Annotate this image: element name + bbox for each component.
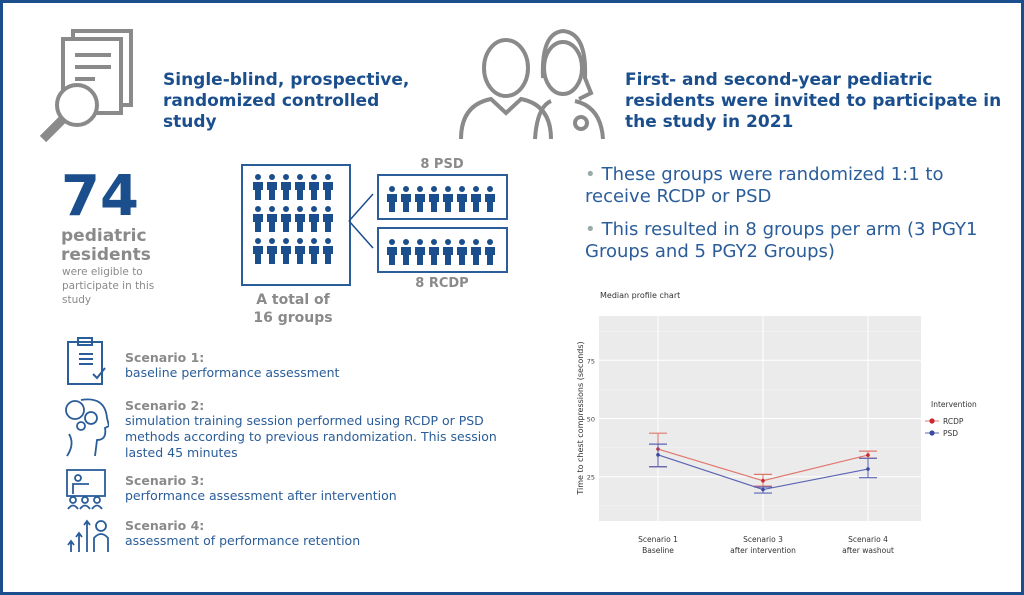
y-tick-label: 25 bbox=[587, 474, 595, 482]
person-icon bbox=[429, 239, 439, 265]
person-icon bbox=[295, 174, 305, 200]
total-groups-box bbox=[241, 164, 351, 286]
scenario-4: Scenario 4: assessment of performance ret… bbox=[125, 518, 505, 549]
person-icon bbox=[387, 239, 397, 265]
person-icon bbox=[267, 238, 277, 264]
head-gears-icon bbox=[65, 398, 109, 457]
doctors-icon bbox=[459, 28, 605, 140]
scenario-2-desc: simulation training session performed us… bbox=[125, 413, 497, 460]
bullet-2-text: This resulted in 8 groups per arm (3 PGY… bbox=[585, 219, 978, 262]
residents-sub: were eligible to participate in this stu… bbox=[62, 266, 155, 306]
legend-label-rcdp: RCDP bbox=[943, 417, 964, 426]
psd-groups-box bbox=[377, 174, 508, 220]
split-arrows bbox=[348, 193, 374, 249]
scenario-1: Scenario 1: baseline performance assessme… bbox=[125, 350, 505, 381]
person-icon bbox=[471, 186, 481, 212]
person-icon bbox=[415, 239, 425, 265]
median-profile-chart: Median profile chart 25 50 75 Scenario 1 Bas… bbox=[576, 291, 977, 555]
person-icon bbox=[457, 186, 467, 212]
x-tick-label: after intervention bbox=[730, 546, 796, 555]
person-icon bbox=[457, 239, 467, 265]
scenario-3-title: Scenario 3: bbox=[125, 473, 205, 488]
study-design-title: Single-blind, prospective, randomized co… bbox=[163, 70, 410, 132]
scenario-4-title: Scenario 4: bbox=[125, 518, 205, 533]
psd-groups-label: 8 PSD bbox=[420, 157, 464, 172]
legend-key-point bbox=[929, 430, 935, 436]
y-tick-label: 75 bbox=[587, 357, 595, 365]
x-tick-label: after washout bbox=[842, 546, 894, 555]
person-icon bbox=[323, 174, 333, 200]
scenario-1-title: Scenario 1: bbox=[125, 350, 205, 365]
person-icon bbox=[281, 238, 291, 264]
scenario-1-desc: baseline performance assessment bbox=[125, 365, 340, 380]
legend-label-psd: PSD bbox=[943, 429, 958, 438]
growth-person-icon bbox=[67, 519, 109, 552]
person-icon bbox=[401, 239, 411, 265]
bullet-2: • This resulted in 8 groups per arm (3 PG… bbox=[585, 219, 978, 262]
document-magnifier-icon bbox=[39, 29, 133, 143]
person-icon bbox=[485, 239, 495, 265]
data-point-psd bbox=[761, 487, 765, 492]
rcdp-groups-label: 8 RCDP bbox=[415, 276, 469, 291]
clipboard-check-icon bbox=[67, 337, 106, 385]
x-tick-label: Scenario 3 bbox=[743, 535, 783, 544]
scenario-2: Scenario 2: simulation training session p… bbox=[125, 398, 515, 461]
person-icon bbox=[443, 186, 453, 212]
person-icon bbox=[485, 186, 495, 212]
data-point-psd bbox=[656, 453, 660, 457]
person-icon bbox=[281, 174, 291, 200]
x-tick-label: Scenario 1 bbox=[638, 535, 678, 544]
rcdp-groups-box bbox=[377, 227, 508, 273]
data-point-rcdp bbox=[866, 453, 870, 457]
person-icon bbox=[253, 238, 263, 264]
person-icon bbox=[309, 174, 319, 200]
person-icon bbox=[281, 206, 291, 232]
y-tick-label: 50 bbox=[587, 416, 595, 424]
bullet-1: • These groups were randomized 1:1 to rec… bbox=[585, 164, 944, 207]
person-icon bbox=[253, 174, 263, 200]
participants-title: First- and second-year pediatric residen… bbox=[625, 70, 1002, 132]
person-icon bbox=[323, 206, 333, 232]
total-groups-label: A total of 16 groups bbox=[253, 292, 333, 326]
scenario-3-desc: performance assessment after interventio… bbox=[125, 488, 397, 503]
scenario-3: Scenario 3: performance assessment after … bbox=[125, 473, 505, 504]
presentation-audience-icon bbox=[66, 469, 106, 510]
person-icon bbox=[401, 186, 411, 212]
person-icon bbox=[471, 239, 481, 265]
person-icon bbox=[387, 186, 397, 212]
residents-label: pediatric residents bbox=[61, 226, 151, 265]
person-icon bbox=[443, 239, 453, 265]
x-tick-label: Baseline bbox=[642, 546, 674, 555]
legend-key-point bbox=[929, 418, 935, 424]
legend-title: Intervention bbox=[931, 400, 977, 409]
y-axis-label: Time to chest compressions (seconds) bbox=[576, 341, 585, 495]
person-icon bbox=[267, 174, 277, 200]
person-icon bbox=[429, 186, 439, 212]
person-icon bbox=[253, 206, 263, 232]
person-icon bbox=[295, 238, 305, 264]
scenario-4-desc: assessment of performance retention bbox=[125, 533, 361, 548]
data-point-rcdp bbox=[761, 478, 765, 483]
x-tick-label: Scenario 4 bbox=[848, 535, 888, 544]
person-icon bbox=[415, 186, 425, 212]
bullet-1-text: These groups were randomized 1:1 to rece… bbox=[585, 164, 944, 207]
person-icon bbox=[267, 206, 277, 232]
person-icon bbox=[295, 206, 305, 232]
data-point-psd bbox=[866, 467, 870, 471]
residents-count: 74 bbox=[61, 164, 139, 229]
person-icon bbox=[323, 238, 333, 264]
chart-title: Median profile chart bbox=[600, 291, 680, 300]
scenario-2-title: Scenario 2: bbox=[125, 398, 205, 413]
person-icon bbox=[309, 206, 319, 232]
person-icon bbox=[309, 238, 319, 264]
